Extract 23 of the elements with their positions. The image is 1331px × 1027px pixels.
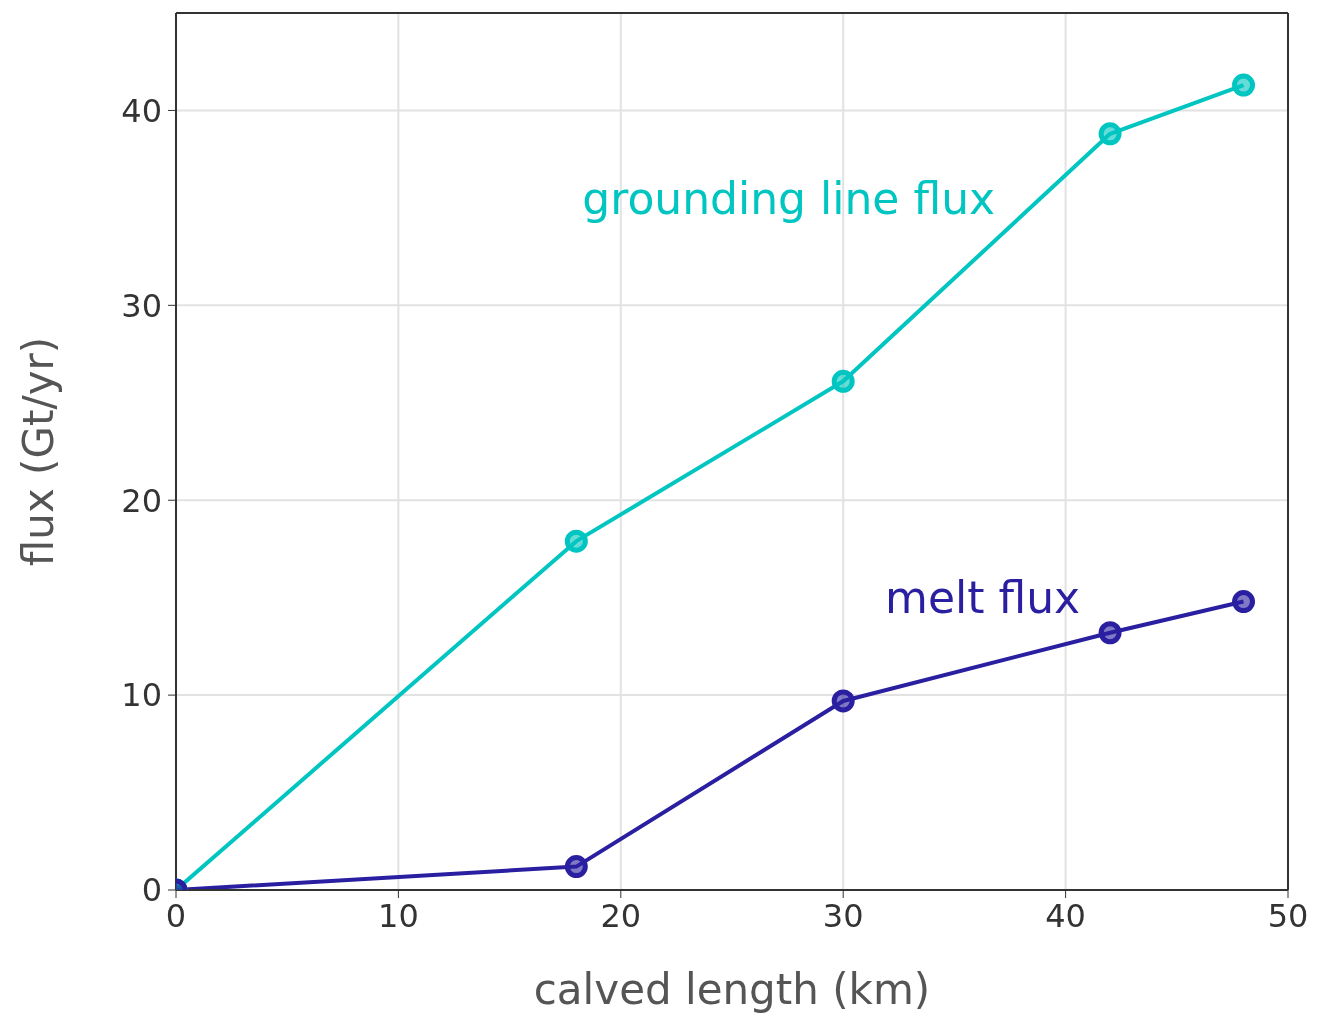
x-tick-label: 40 <box>1045 896 1086 935</box>
y-tick-label: 0 <box>141 871 162 910</box>
y-tick-label: 40 <box>121 91 162 130</box>
point <box>1098 621 1122 645</box>
x-tick-label: 20 <box>600 896 642 935</box>
x-axis-title: calved length (km) <box>533 965 931 1014</box>
y-axis-title: flux (Gt/yr) <box>13 336 63 567</box>
point <box>1232 73 1256 97</box>
y-tick-label: 10 <box>121 676 162 715</box>
point <box>564 529 588 553</box>
x-tick-label: 0 <box>165 896 187 935</box>
point <box>564 855 588 879</box>
y-tick-label: 30 <box>121 286 162 325</box>
x-tick-label: 10 <box>378 896 419 935</box>
point <box>1098 122 1122 146</box>
point <box>831 689 855 713</box>
y-tick-label: 20 <box>121 481 162 520</box>
series-label: melt flux <box>885 571 1081 623</box>
series-label: grounding line flux <box>582 172 996 224</box>
x-tick-label: 30 <box>822 896 864 935</box>
x-tick-label: 50 <box>1267 896 1309 935</box>
point <box>831 369 855 393</box>
point <box>1232 590 1256 614</box>
